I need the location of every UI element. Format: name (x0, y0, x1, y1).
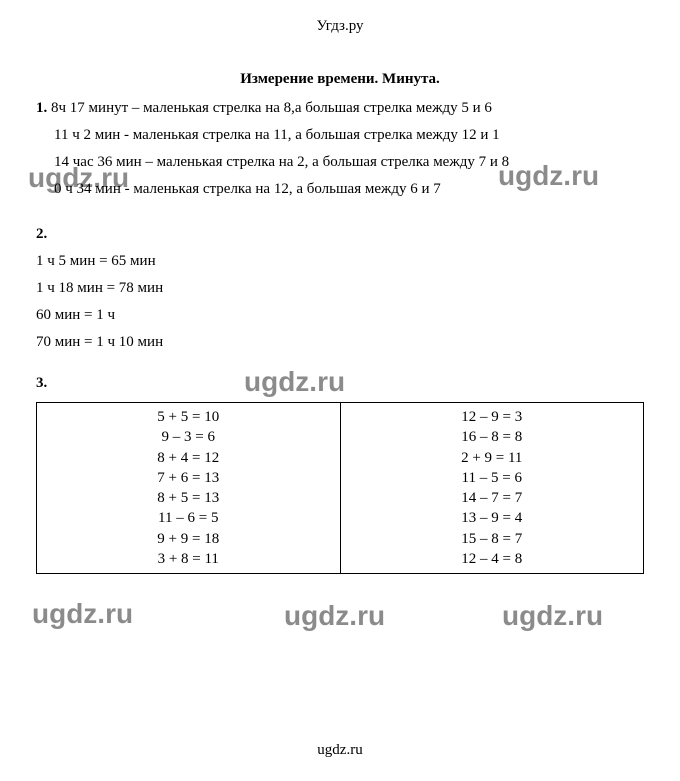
footer-site-link: ugdz.ru (0, 742, 680, 759)
eq-right-6: 15 – 8 = 7 (341, 529, 644, 549)
q1-number: 1. (36, 100, 47, 116)
q2-line-3: 70 мин = 1 ч 10 мин (36, 334, 644, 351)
eq-right-4: 14 – 7 = 7 (341, 488, 644, 508)
q2-line-0: 1 ч 5 мин = 65 мин (36, 253, 644, 270)
q2-number: 2. (36, 226, 644, 243)
eq-left-4: 8 + 5 = 13 (37, 488, 340, 508)
watermark-text: ugdz.ru (502, 600, 603, 632)
table-row: 5 + 5 = 10 9 – 3 = 6 8 + 4 = 12 7 + 6 = … (37, 403, 644, 574)
table-cell-right: 12 – 9 = 3 16 – 8 = 8 2 + 9 = 11 11 – 5 … (340, 403, 644, 574)
equations-table: 5 + 5 = 10 9 – 3 = 6 8 + 4 = 12 7 + 6 = … (36, 402, 644, 574)
table-cell-left: 5 + 5 = 10 9 – 3 = 6 8 + 4 = 12 7 + 6 = … (37, 403, 341, 574)
eq-left-6: 9 + 9 = 18 (37, 529, 340, 549)
q2-line-1: 1 ч 18 мин = 78 мин (36, 280, 644, 297)
q1-line-1: 11 ч 2 мин - маленькая стрелка на 11, а … (54, 127, 644, 144)
q1-line-0: 8ч 17 минут – маленькая стрелка на 8,а б… (51, 100, 492, 116)
eq-left-0: 5 + 5 = 10 (37, 407, 340, 427)
eq-left-2: 8 + 4 = 12 (37, 448, 340, 468)
q3-number: 3. (36, 375, 644, 392)
q2-line-2: 60 мин = 1 ч (36, 307, 644, 324)
section-1-line: 1. 8ч 17 минут – маленькая стрелка на 8,… (50, 100, 644, 117)
eq-right-5: 13 – 9 = 4 (341, 508, 644, 528)
q1-line-3: 0 ч 34 мин - маленькая стрелка на 12, а … (54, 181, 644, 198)
page-content: Угдз.ру Измерение времени. Минута. 1. 8ч… (0, 0, 680, 584)
watermark-text: ugdz.ru (284, 600, 385, 632)
eq-right-1: 16 – 8 = 8 (341, 427, 644, 447)
section-1: 1. 8ч 17 минут – маленькая стрелка на 8,… (36, 100, 644, 198)
eq-left-1: 9 – 3 = 6 (37, 427, 340, 447)
section-2: 2. 1 ч 5 мин = 65 мин 1 ч 18 мин = 78 ми… (36, 226, 644, 351)
header-site-link: Угдз.ру (36, 18, 644, 35)
eq-right-0: 12 – 9 = 3 (341, 407, 644, 427)
watermark-text: ugdz.ru (32, 598, 133, 630)
eq-left-7: 3 + 8 = 11 (37, 549, 340, 569)
section-3: 3. 5 + 5 = 10 9 – 3 = 6 8 + 4 = 12 7 + 6… (36, 375, 644, 574)
q3-num-label: 3. (36, 375, 47, 391)
page-title: Измерение времени. Минута. (36, 71, 644, 88)
eq-right-7: 12 – 4 = 8 (341, 549, 644, 569)
q2-num-label: 2. (36, 226, 47, 242)
eq-left-3: 7 + 6 = 13 (37, 468, 340, 488)
q1-line-2: 14 час 36 мин – маленькая стрелка на 2, … (54, 154, 644, 171)
eq-right-3: 11 – 5 = 6 (341, 468, 644, 488)
eq-left-5: 11 – 6 = 5 (37, 508, 340, 528)
eq-right-2: 2 + 9 = 11 (341, 448, 644, 468)
